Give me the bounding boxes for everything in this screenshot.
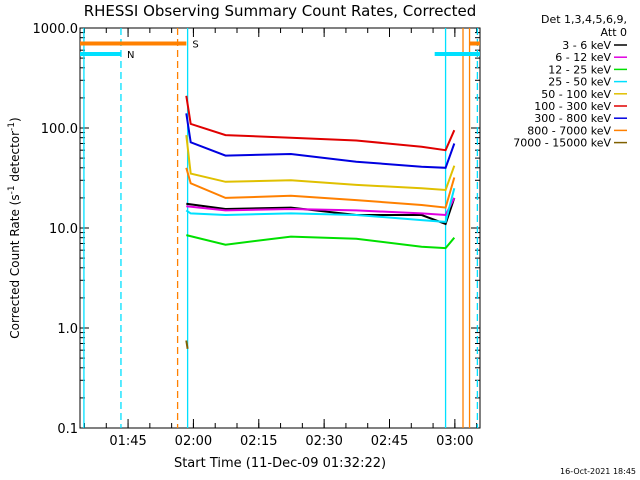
footer-timestamp: 16-Oct-2021 18:45	[560, 467, 636, 476]
y-tick-label: 10.0	[49, 222, 78, 237]
legend-label: 3 - 6 keV	[562, 39, 611, 52]
state-bars: NS	[80, 39, 480, 61]
x-tick-label: 03:00	[436, 434, 473, 449]
series-line	[185, 134, 456, 192]
plot-area	[79, 27, 481, 429]
legend-label: 300 - 800 keV	[534, 112, 611, 125]
legend-label: 50 - 100 keV	[541, 88, 611, 101]
series-line	[185, 95, 456, 152]
y-axis-label-sup2: -1	[7, 122, 17, 131]
legend-label: 12 - 25 keV	[548, 63, 611, 76]
series-line	[185, 340, 189, 349]
series-line	[186, 197, 456, 217]
x-tick-label: 02:45	[371, 434, 408, 449]
state-bar-label: N	[127, 50, 134, 61]
y-tick-label: 100.0	[41, 122, 78, 137]
state-bar-label: S	[192, 39, 198, 50]
series-line	[185, 187, 456, 223]
legend-label: 800 - 7000 keV	[527, 124, 611, 137]
y-tick-label: 1.0	[57, 322, 78, 337]
y-tick-label: 1000.0	[33, 22, 79, 37]
legend-label: 100 - 300 keV	[534, 100, 611, 113]
y-axis: 0.1 1.0 10.0 100.0 1000.0	[33, 22, 480, 437]
y-axis-label: Corrected Count Rate (s-1 detector-1)	[7, 117, 22, 338]
legend-header-attenuator: Att 0	[601, 26, 627, 39]
x-tick-label: 02:00	[175, 434, 212, 449]
plot-frame	[79, 27, 481, 429]
y-tick-label: 0.1	[57, 422, 78, 437]
legend-label: 25 - 50 keV	[548, 76, 611, 89]
chart-title: RHESSI Observing Summary Count Rates, Co…	[84, 2, 477, 20]
x-tick-label: 02:30	[305, 434, 342, 449]
legend-header-detectors: Det 1,3,4,5,6,9,	[541, 13, 627, 26]
series-line	[185, 113, 456, 169]
legend-label: 6 - 12 keV	[555, 51, 611, 64]
vertical-markers	[83, 28, 479, 428]
series-lines	[185, 95, 456, 349]
y-axis-label-sup1: -1	[7, 185, 17, 194]
x-axis-label: Start Time (11-Dec-09 01:32:22)	[174, 456, 386, 471]
x-tick-label: 01:45	[109, 434, 146, 449]
y-axis-label-mid: detector	[8, 131, 22, 186]
series-line	[186, 234, 456, 250]
series-line	[185, 167, 456, 209]
legend-label: 7000 - 15000 keV	[513, 137, 611, 150]
x-tick-label: 02:15	[240, 434, 277, 449]
y-axis-label-end: )	[8, 117, 22, 122]
y-axis-label-main: Corrected Count Rate (s	[8, 194, 22, 338]
